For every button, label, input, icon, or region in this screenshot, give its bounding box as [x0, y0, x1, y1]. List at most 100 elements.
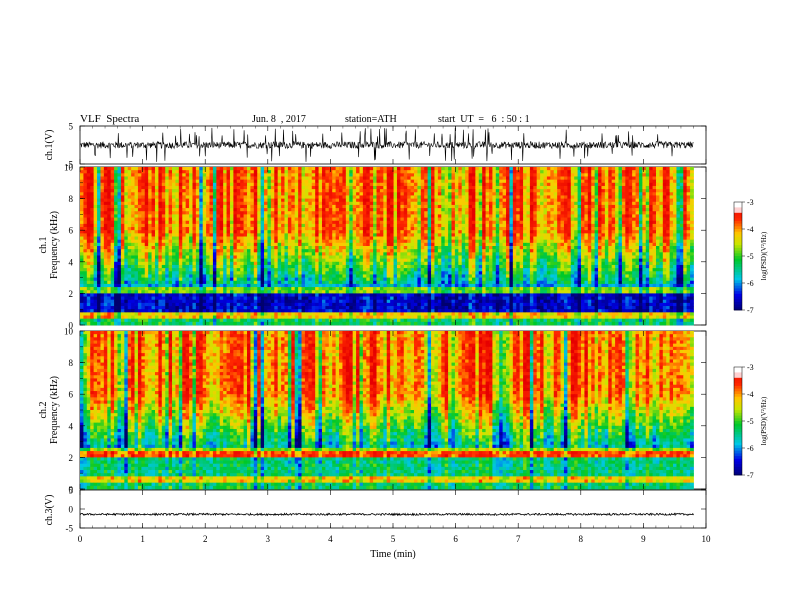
spectrogram-cell: [546, 176, 551, 181]
spectrogram-cell: [257, 201, 262, 206]
spectrogram-cell: [97, 182, 101, 187]
spectrogram-cell: [209, 249, 214, 253]
spectrogram-cell: [86, 233, 91, 237]
spectrogram-cell: [461, 192, 466, 196]
spectrogram-cell: [352, 239, 357, 244]
spectrogram-cell: [557, 204, 561, 209]
spectrogram-cell: [567, 204, 572, 209]
spectrogram-cell: [209, 198, 214, 203]
spectrogram-cell: [233, 236, 238, 241]
spectrogram-cell: [683, 173, 688, 177]
spectrogram-cell: [189, 223, 193, 228]
spectrogram-cell: [465, 211, 469, 215]
spectrogram-cell: [666, 176, 671, 181]
spectrogram-cell: [192, 185, 197, 190]
spectrogram-cell: [519, 242, 524, 247]
spectrogram-cell: [546, 214, 551, 218]
spectrogram-cell: [366, 227, 371, 231]
spectrogram-cell: [621, 173, 626, 177]
spectrogram-cell: [304, 208, 309, 212]
spectrogram-cell: [144, 227, 149, 231]
spectrogram-cell: [321, 217, 326, 222]
spectrogram-cell: [570, 230, 575, 234]
spectrogram-cell: [506, 230, 510, 234]
spectrogram-cell: [291, 230, 296, 234]
spectrogram-cell: [182, 211, 187, 215]
spectrogram-cell: [499, 233, 504, 237]
spectrogram-cell: [257, 239, 262, 244]
spectrogram-cell: [120, 195, 125, 199]
spectrogram-cell: [543, 167, 548, 171]
spectrogram-cell: [339, 217, 343, 222]
spectrogram-cell: [114, 170, 118, 174]
spectrogram-cell: [277, 223, 282, 228]
spectrogram-cell: [352, 252, 357, 256]
spectrogram-cell: [495, 227, 500, 231]
spectrogram-cell: [373, 211, 377, 215]
spectrogram-cell: [652, 236, 657, 241]
spectrogram-cell: [202, 236, 207, 241]
spectrogram-cell: [400, 185, 405, 190]
spectrogram-cell: [461, 246, 466, 250]
spectrogram-cell: [137, 230, 142, 234]
spectrogram-cell: [649, 189, 653, 193]
spectrogram-cell: [390, 233, 394, 237]
spectrogram-cell: [209, 167, 214, 171]
spectrogram-cell: [465, 204, 469, 209]
spectrogram-cell: [424, 249, 429, 253]
spectrogram-cell: [137, 236, 142, 241]
spectrogram-cell: [154, 211, 159, 215]
spectrogram-cell: [454, 242, 459, 247]
spectrogram-cell: [345, 176, 350, 181]
spectrogram-cell: [379, 182, 384, 187]
spectrogram-cell: [349, 195, 354, 199]
spectrogram-cell: [137, 192, 142, 196]
spectrogram-cell: [516, 198, 521, 203]
spectrogram-cell: [103, 239, 108, 244]
spectrogram-cell: [233, 201, 238, 206]
spectrogram-cell: [165, 176, 170, 181]
spectrogram-cell: [461, 230, 466, 234]
spectrogram-cell: [236, 192, 241, 196]
spectrogram-cell: [103, 170, 108, 174]
spectrogram-cell: [604, 236, 609, 241]
spectrogram-cell: [666, 198, 671, 203]
spectrogram-cell: [175, 236, 180, 241]
spectrogram-cell: [328, 211, 333, 215]
spectrogram-cell: [635, 233, 640, 237]
spectrogram-cell: [236, 167, 241, 171]
spectrogram-cell: [110, 201, 115, 206]
spectrogram-cell: [683, 167, 688, 171]
spectrogram-cell: [618, 201, 623, 206]
spectrogram-cell: [308, 167, 313, 171]
spectrogram-cell: [437, 223, 442, 228]
spectrogram-cell: [97, 173, 101, 177]
spectrogram-cell: [192, 176, 197, 181]
spectrogram-cell: [298, 211, 302, 215]
spectrogram-cell: [570, 214, 575, 218]
spectrogram-cell: [148, 242, 152, 247]
spectrogram-cell: [621, 198, 626, 203]
spectrogram-cell: [233, 204, 238, 209]
spectrogram-cell: [686, 173, 691, 177]
spectrogram-cell: [414, 176, 418, 181]
spectrogram-cell: [124, 173, 129, 177]
spectrogram-cell: [604, 201, 609, 206]
spectrogram-cell: [540, 208, 544, 212]
spectrogram-cell: [110, 182, 115, 187]
spectrogram-cell: [369, 223, 374, 228]
spectrogram-cell: [328, 173, 333, 177]
spectrogram-cell: [410, 217, 415, 222]
spectrogram-cell: [615, 185, 619, 190]
spectrogram-cell: [471, 236, 476, 241]
spectrogram-cell: [178, 173, 183, 177]
spectrogram-cell: [83, 230, 88, 234]
spectrogram-cell: [362, 201, 367, 206]
spectrogram-cell: [485, 167, 490, 171]
spectrogram-cell: [107, 236, 112, 241]
spectrogram-cell: [577, 223, 582, 228]
spectrogram-cell: [362, 230, 367, 234]
spectrogram-cell: [192, 179, 197, 184]
spectrogram-cell: [236, 201, 241, 206]
spectrogram-cell: [301, 249, 306, 253]
